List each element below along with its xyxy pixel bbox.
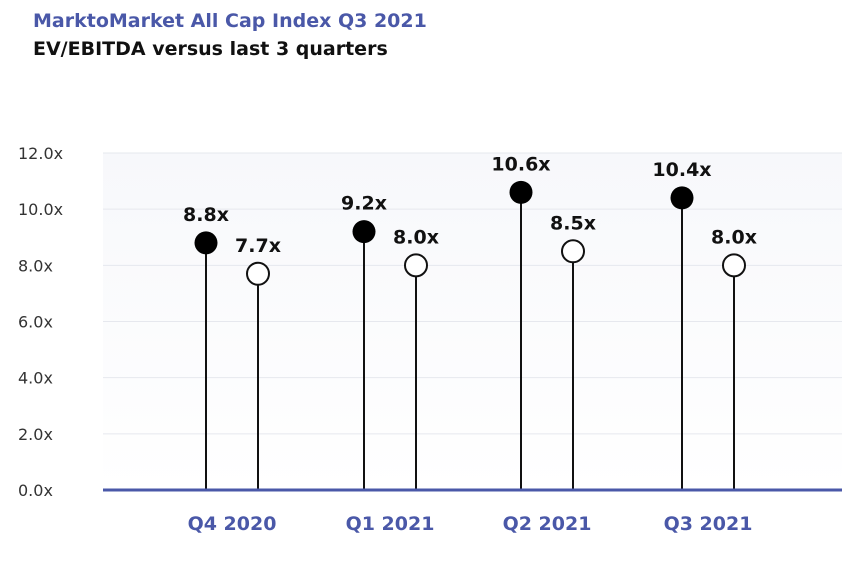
data-label: 10.4x [652, 159, 711, 181]
data-point-hollow [246, 261, 270, 286]
data-label: 8.8x [183, 204, 229, 226]
y-tick-label: 6.0x [18, 313, 53, 332]
x-category-label: Q2 2021 [503, 513, 592, 535]
data-marks: 8.8x 9.2x 10.6x 10.4x 7.7x 8.0x 8.5x 8.0x [183, 153, 757, 490]
y-tick-label: 0.0x [18, 481, 53, 500]
y-tick-label: 10.0x [18, 200, 63, 219]
chart-subtitle: EV/EBITDA versus last 3 quarters [33, 38, 388, 60]
x-category-label: Q3 2021 [664, 513, 753, 535]
data-point-filled [352, 220, 376, 244]
x-category-label: Q4 2020 [188, 513, 277, 535]
data-label: 8.5x [550, 212, 596, 234]
data-point-filled [670, 186, 694, 210]
data-point-hollow [561, 239, 585, 264]
data-label: 8.0x [711, 226, 757, 248]
y-tick-label: 8.0x [18, 256, 53, 275]
y-axis: 0.0x 2.0x 4.0x 6.0x 8.0x 10.0x 12.0x [18, 144, 63, 500]
data-label: 7.7x [235, 235, 281, 257]
chart-title: MarktoMarket All Cap Index Q3 2021 [33, 10, 427, 32]
data-label: 8.0x [393, 226, 439, 248]
x-axis: Q4 2020 Q1 2021 Q2 2021 Q3 2021 [103, 488, 842, 535]
data-point-filled [194, 231, 218, 255]
data-label: 9.2x [341, 193, 387, 215]
data-point-filled [509, 180, 533, 204]
gridlines [103, 152, 842, 435]
y-tick-label: 4.0x [18, 369, 53, 388]
y-tick-label: 2.0x [18, 425, 53, 444]
data-point-hollow [404, 253, 428, 278]
y-tick-label: 12.0x [18, 144, 63, 163]
data-label: 10.6x [491, 153, 550, 175]
x-category-label: Q1 2021 [346, 513, 435, 535]
data-point-hollow [722, 253, 746, 278]
